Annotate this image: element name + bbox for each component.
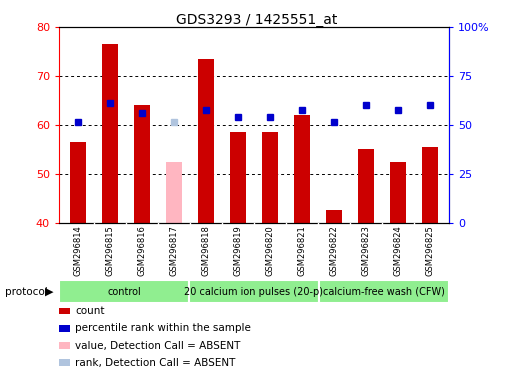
- Text: GSM296823: GSM296823: [361, 226, 370, 276]
- Text: GSM296822: GSM296822: [329, 226, 339, 276]
- Text: GSM296824: GSM296824: [393, 226, 402, 276]
- Text: 20 calcium ion pulses (20-p): 20 calcium ion pulses (20-p): [185, 287, 323, 297]
- Bar: [422, 147, 438, 223]
- Text: count: count: [75, 306, 105, 316]
- Bar: [198, 59, 214, 223]
- Bar: [59, 280, 189, 303]
- Text: GSM296816: GSM296816: [137, 226, 147, 276]
- Bar: [358, 149, 374, 223]
- Text: GSM296825: GSM296825: [425, 226, 434, 276]
- Text: GDS3293 / 1425551_at: GDS3293 / 1425551_at: [176, 13, 337, 27]
- Text: GSM296819: GSM296819: [233, 226, 243, 276]
- Text: ▶: ▶: [45, 287, 54, 297]
- Text: rank, Detection Call = ABSENT: rank, Detection Call = ABSENT: [75, 358, 236, 368]
- Text: percentile rank within the sample: percentile rank within the sample: [75, 323, 251, 333]
- Text: control: control: [107, 287, 141, 297]
- Bar: [326, 210, 342, 223]
- Bar: [262, 132, 278, 223]
- Bar: [166, 162, 182, 223]
- Bar: [230, 132, 246, 223]
- Text: GSM296818: GSM296818: [202, 226, 210, 276]
- Text: GSM296814: GSM296814: [74, 226, 83, 276]
- Text: GSM296815: GSM296815: [106, 226, 114, 276]
- Bar: [102, 44, 118, 223]
- Bar: [319, 280, 449, 303]
- Bar: [294, 115, 310, 223]
- Text: GSM296820: GSM296820: [265, 226, 274, 276]
- Text: value, Detection Call = ABSENT: value, Detection Call = ABSENT: [75, 341, 241, 351]
- Text: calcium-free wash (CFW): calcium-free wash (CFW): [323, 287, 445, 297]
- Bar: [70, 142, 86, 223]
- Bar: [189, 280, 319, 303]
- Text: GSM296817: GSM296817: [169, 226, 179, 276]
- Text: protocol: protocol: [5, 287, 48, 297]
- Bar: [390, 162, 406, 223]
- Text: GSM296821: GSM296821: [298, 226, 306, 276]
- Bar: [134, 105, 150, 223]
